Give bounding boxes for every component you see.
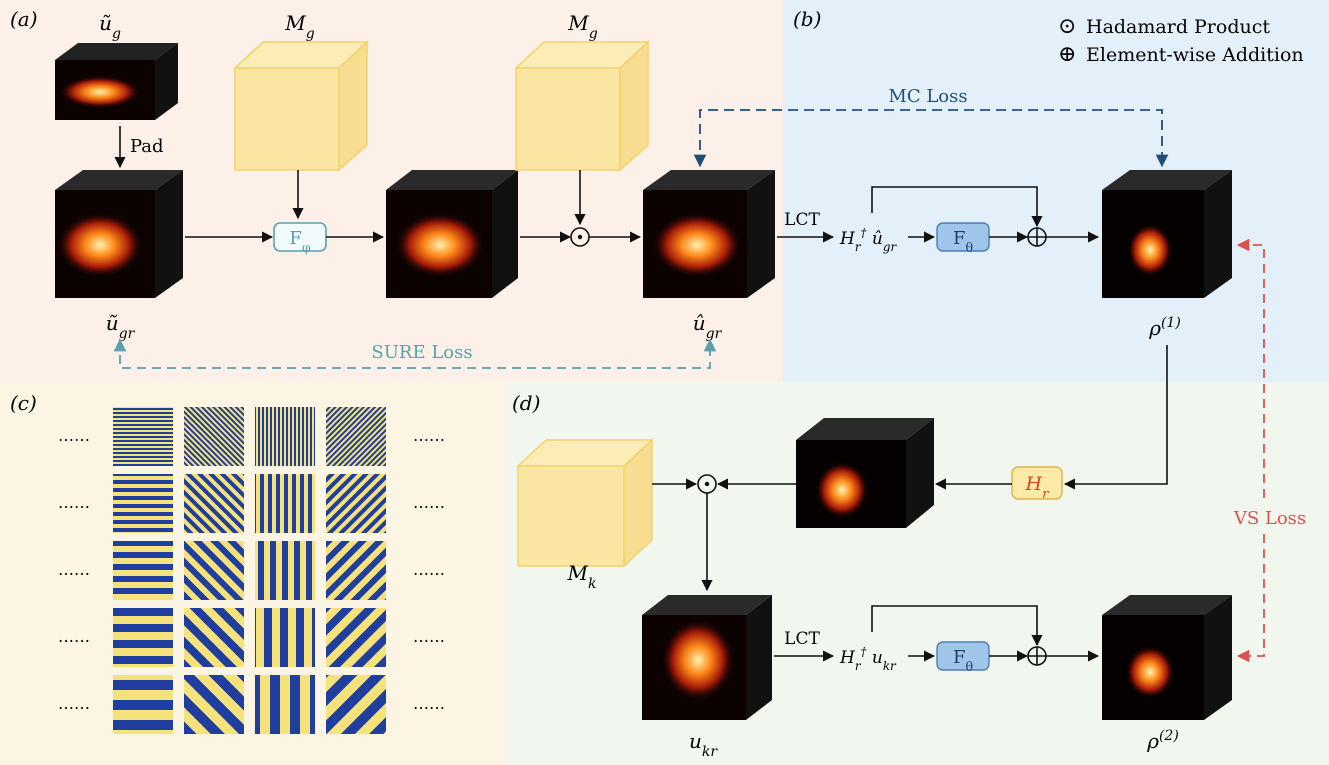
label-mask-1: Mg <box>284 11 314 42</box>
label-rho1: ρ(1) <box>1148 315 1181 340</box>
ellipsis-right: …… <box>413 560 445 579</box>
vs-loss-label: VS Loss <box>1233 508 1306 529</box>
volume-u-g <box>55 43 178 120</box>
h-expr-d: Hr† ukr <box>839 645 897 673</box>
sure-loss-label: SURE Loss <box>371 342 472 363</box>
panel-a-label: (a) <box>10 7 38 31</box>
lct-label-d: LCT <box>784 629 820 649</box>
ellipsis-right: …… <box>413 694 445 713</box>
arrow-rho1-hr <box>1063 345 1168 490</box>
label-rho2: ρ(2) <box>1146 728 1179 753</box>
volume-u-gr <box>55 170 183 298</box>
pattern-tile <box>113 541 173 600</box>
volume-rho2 <box>1102 595 1232 720</box>
volume-mid <box>386 170 518 298</box>
lct-label-b: LCT <box>784 210 820 230</box>
pattern-tile <box>326 608 386 667</box>
pattern-tile <box>255 541 315 600</box>
mc-loss-path <box>693 109 1169 168</box>
mask-cube-k <box>516 438 654 568</box>
h-r-box <box>1011 466 1063 500</box>
pattern-tile <box>326 675 386 734</box>
panel-d-label: (d) <box>512 391 540 415</box>
legend-hadamard-label: Hadamard Product <box>1086 16 1270 38</box>
pattern-tile <box>326 474 386 533</box>
mask-cube-2 <box>514 40 650 172</box>
pattern-tile <box>184 474 244 533</box>
pattern-tile <box>113 407 173 466</box>
panel-b-label: (b) <box>793 7 821 31</box>
f-phi-label: Fφ <box>289 228 311 255</box>
volume-u-kr <box>642 595 772 720</box>
label-mask-2: Mg <box>567 11 597 42</box>
pad-label: Pad <box>130 136 164 157</box>
label-uhat-gr: ûgr <box>693 311 723 342</box>
sure-loss-path <box>113 338 717 369</box>
ellipsis-left: …… <box>58 493 90 512</box>
volume-rho1 <box>1102 170 1232 298</box>
ellipsis-left: …… <box>58 627 90 646</box>
mc-loss-label: MC Loss <box>888 86 967 107</box>
legend-addition-label: Element-wise Addition <box>1086 44 1304 66</box>
panel-c-bg <box>0 382 505 765</box>
pattern-tile <box>113 675 173 734</box>
vs-loss-path <box>1236 238 1265 663</box>
ellipsis-right: …… <box>413 426 445 445</box>
label-u-g: ũg <box>99 11 121 42</box>
pattern-tile <box>113 608 173 667</box>
skip-connection-b <box>871 186 1043 228</box>
volume-uhat-gr <box>643 170 775 298</box>
ellipsis-left: …… <box>58 694 90 713</box>
label-mask-k: Mk <box>567 561 597 592</box>
pattern-tile <box>255 407 315 466</box>
label-u-kr: ukr <box>689 729 718 760</box>
pattern-grid: …… …… …… …… …… …… …… …… …… …… <box>58 407 445 734</box>
volume-forward <box>796 418 934 528</box>
pattern-tile <box>184 675 244 734</box>
skip-connection-d <box>871 605 1043 647</box>
f-theta-label-d: Fθ <box>953 647 973 674</box>
ellipsis-left: …… <box>58 426 90 445</box>
ellipsis-left: …… <box>58 560 90 579</box>
mask-cube-1 <box>233 40 369 172</box>
pattern-tile <box>184 541 244 600</box>
legend-hadamard-symbol: ⊙ <box>1058 14 1076 39</box>
label-u-gr: ũgr <box>106 311 136 342</box>
pattern-tile <box>184 407 244 466</box>
ellipsis-right: …… <box>413 493 445 512</box>
h-r-label: Hr <box>1025 473 1051 502</box>
pattern-tile <box>255 474 315 533</box>
legend-addition-symbol: ⊕ <box>1058 42 1076 67</box>
h-expr-b: Hr† ûgr <box>839 226 897 254</box>
panel-c-label: (c) <box>10 391 37 415</box>
pattern-tile <box>255 608 315 667</box>
pattern-tile <box>326 541 386 600</box>
pattern-tile <box>184 608 244 667</box>
f-theta-label-b: Fθ <box>953 228 973 255</box>
pattern-tile <box>113 474 173 533</box>
ellipsis-right: …… <box>413 627 445 646</box>
pattern-tile <box>326 407 386 466</box>
pattern-tile <box>255 675 315 734</box>
